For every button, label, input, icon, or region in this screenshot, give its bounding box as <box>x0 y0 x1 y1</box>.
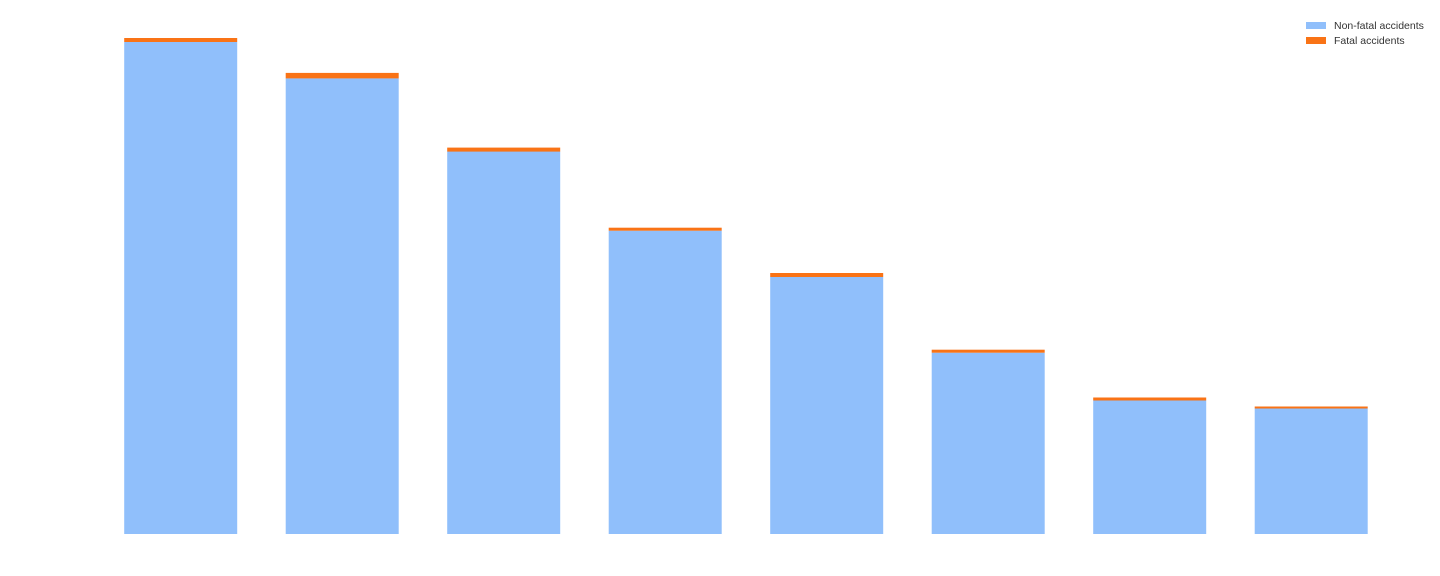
bar-non-fatal-7 <box>1093 400 1207 534</box>
bar-non-fatal-5 <box>770 277 884 534</box>
bar-non-fatal-4 <box>608 230 722 534</box>
bar-non-fatal-3 <box>447 151 561 534</box>
legend: Non-fatal accidents Fatal accidents <box>1306 18 1424 48</box>
bar-fatal-3 <box>447 147 561 152</box>
legend-label-non-fatal: Non-fatal accidents <box>1334 19 1424 32</box>
bar-fatal-8 <box>1254 406 1368 409</box>
legend-swatch-non-fatal <box>1306 22 1326 29</box>
bar-non-fatal-1 <box>124 42 238 534</box>
bar-fatal-7 <box>1093 397 1207 401</box>
bar-non-fatal-6 <box>931 352 1045 534</box>
legend-item-non-fatal: Non-fatal accidents <box>1306 18 1424 33</box>
bar-group <box>124 38 1368 535</box>
legend-swatch-fatal <box>1306 37 1326 44</box>
legend-item-fatal: Fatal accidents <box>1306 33 1424 48</box>
bar-non-fatal-2 <box>285 78 399 535</box>
bar-fatal-5 <box>770 273 884 277</box>
bar-fatal-2 <box>285 72 399 79</box>
bar-fatal-4 <box>608 227 722 231</box>
bar-fatal-1 <box>124 38 238 42</box>
bar-non-fatal-8 <box>1254 408 1368 534</box>
legend-label-fatal: Fatal accidents <box>1334 34 1405 47</box>
bar-fatal-6 <box>931 349 1045 353</box>
